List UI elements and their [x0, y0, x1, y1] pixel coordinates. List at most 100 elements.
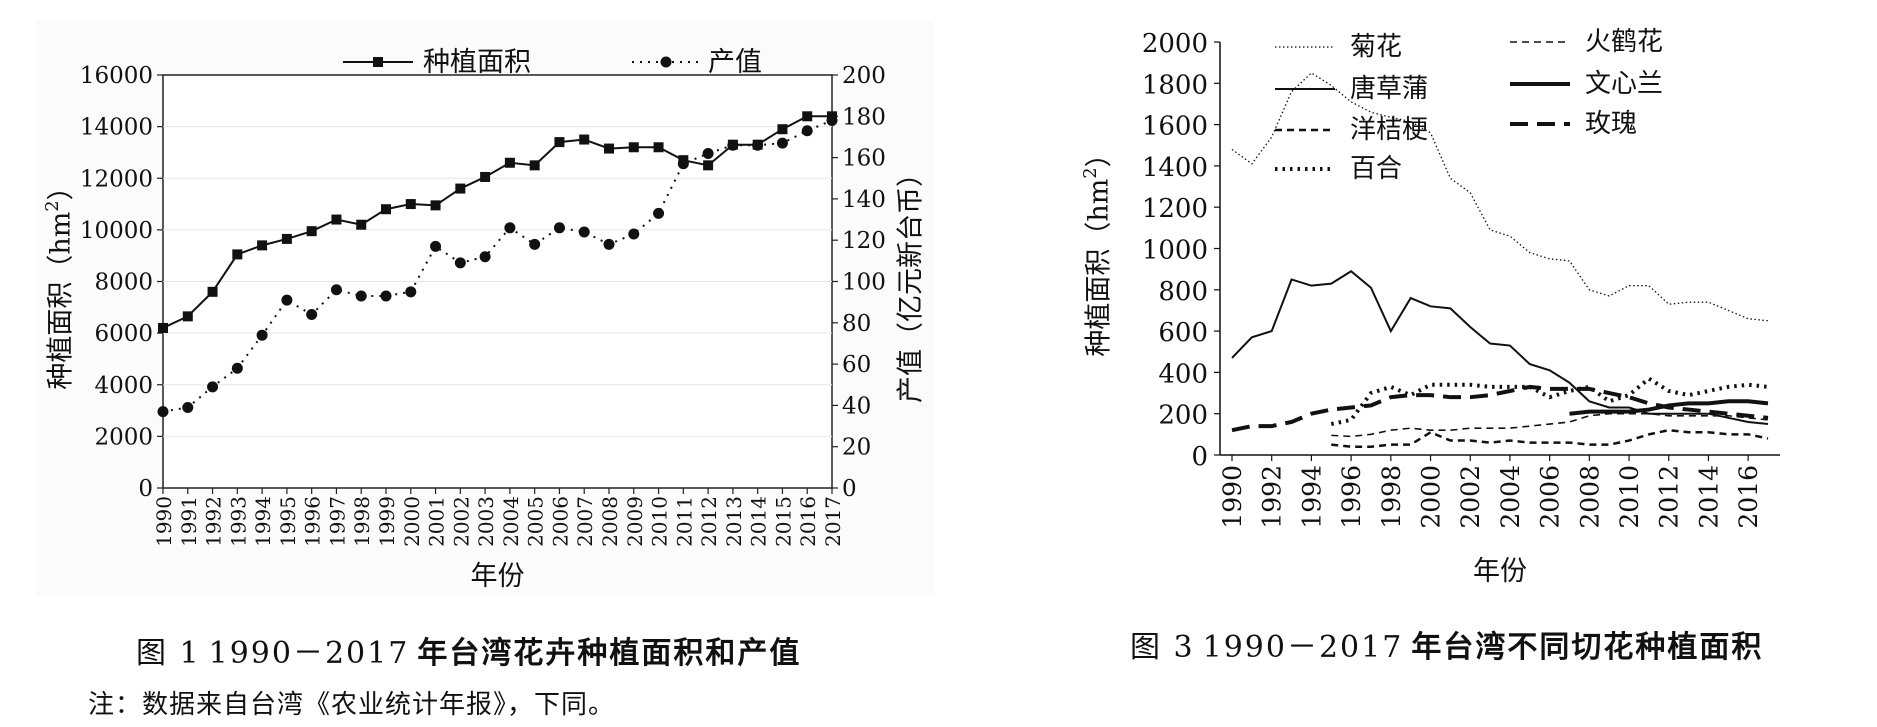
- x-tick-label: 2012: [697, 496, 721, 547]
- x-tick-label: 2002: [1456, 465, 1485, 529]
- data-point-area: [405, 199, 416, 210]
- series-line-area: [162, 115, 832, 329]
- x-tick-label: 2004: [1496, 465, 1525, 529]
- y-tick-label: 1400: [1142, 153, 1208, 183]
- caption-years: 1990－2017: [1202, 630, 1404, 665]
- x-tick-label: 2002: [449, 496, 473, 547]
- y-tick-label: 1600: [1142, 112, 1208, 142]
- x-tick-label: 2011: [672, 496, 696, 547]
- x-tick-label: 2017: [821, 496, 845, 547]
- data-point-area: [331, 214, 342, 225]
- data-point-value: [628, 228, 640, 240]
- y-axis-label: 种植面积（hm2）: [1081, 140, 1115, 356]
- x-tick-label: 2014: [1694, 465, 1723, 529]
- y-tick-label: 800: [1158, 277, 1208, 307]
- caption-label: 图 3: [1130, 630, 1195, 665]
- x-tick-label: 1999: [375, 496, 399, 547]
- figure-3-chart: 0 200 400 600 800 1000 1200 1400 1600 1800 2000 199…: [1030, 0, 1877, 620]
- legend-label: 洋桔梗: [1350, 115, 1428, 145]
- legend-label-area: 种植面积: [423, 47, 531, 78]
- x-tick-label: 2014: [747, 496, 771, 547]
- data-point-area: [306, 226, 317, 237]
- x-tick-label: 2016: [796, 496, 820, 547]
- y-tick-label: 1200: [1142, 194, 1208, 224]
- data-point-value: [380, 290, 392, 302]
- y-tick-label: 2000: [94, 424, 153, 450]
- x-tick-label: 1994: [1297, 465, 1326, 529]
- y-tick-label: 1800: [1142, 70, 1208, 100]
- legend-marker-value: [660, 56, 672, 68]
- x-tick-label: 1995: [276, 496, 300, 547]
- y-tick-label: 16000: [80, 63, 153, 89]
- y-tick-label: 1000: [1142, 236, 1208, 266]
- x-tick-label: 2013: [722, 496, 746, 547]
- data-point-area: [455, 183, 466, 194]
- data-point-value: [157, 406, 169, 418]
- legend-label: 文心兰: [1585, 69, 1663, 99]
- y2-tick-label: 20: [842, 435, 871, 461]
- legend-label: 菊花: [1350, 32, 1402, 62]
- y2-tick-label: 80: [842, 311, 871, 337]
- x-tick-label: 1990: [1218, 465, 1247, 529]
- x-tick-label: 2010: [648, 496, 672, 547]
- x-tick-label: 2006: [548, 496, 572, 547]
- data-point-value: [677, 158, 689, 170]
- data-point-area: [554, 137, 565, 148]
- data-point-value: [430, 240, 442, 252]
- data-point-value: [702, 147, 714, 159]
- data-point-area: [653, 142, 664, 153]
- data-point-value: [826, 114, 838, 126]
- x-tick-label: 1996: [301, 496, 325, 547]
- y2-tick-label: 0: [842, 476, 857, 502]
- data-point-area: [703, 160, 714, 171]
- y2-axis-label: 产值（亿元新台币）: [896, 160, 927, 403]
- y-tick-label: 4000: [94, 373, 153, 399]
- x-tick-label: 1993: [226, 496, 250, 547]
- data-point-value: [553, 222, 565, 234]
- data-point-area: [604, 143, 614, 154]
- data-point-value: [578, 226, 590, 238]
- data-point-area: [207, 286, 218, 297]
- data-point-value: [355, 290, 367, 302]
- data-point-area: [777, 124, 788, 135]
- data-point-value: [207, 381, 219, 393]
- data-point-area: [529, 160, 540, 171]
- x-tick-label: 2009: [623, 496, 647, 547]
- series-line-洋桔梗: [1331, 428, 1769, 448]
- y-tick-label: 200: [1158, 401, 1208, 431]
- y-tick-label: 10000: [80, 218, 153, 244]
- data-point-value: [653, 207, 665, 219]
- data-point-value: [405, 286, 417, 298]
- series-line-菊花: [1231, 72, 1769, 322]
- data-point-area: [381, 204, 391, 215]
- caption-years: 1990－2017: [208, 636, 410, 671]
- series-line-文心兰: [1569, 399, 1769, 416]
- legend-label-value: 产值: [708, 47, 762, 78]
- chart-1-svg: 0200040006000800010000120001400016000020…: [36, 20, 933, 595]
- y-tick-label: 6000: [94, 321, 153, 347]
- figure-1-chart: 0 2000 4000 6000 8000 10000 12000 14000 16000 0 20…: [0, 0, 940, 620]
- y2-tick-label: 40: [842, 393, 871, 419]
- data-point-area: [579, 134, 590, 145]
- x-tick-label: 2010: [1615, 465, 1644, 529]
- y2-tick-label: 120: [842, 228, 886, 254]
- data-point-area: [232, 249, 243, 260]
- x-tick-label: 2012: [1655, 465, 1684, 529]
- x-tick-label: 2015: [771, 496, 795, 547]
- data-point-area: [504, 157, 515, 168]
- data-point-value: [479, 251, 491, 263]
- legend-label: 火鹤花: [1585, 27, 1663, 57]
- x-tick-label: 2004: [499, 496, 523, 547]
- data-point-area: [802, 111, 813, 122]
- legend-label: 玫瑰: [1585, 109, 1637, 139]
- series-line-火鹤花: [1331, 412, 1769, 438]
- source-note: 注：数据来自台湾《农业统计年报》，下同。: [88, 690, 616, 720]
- x-tick-label: 2003: [474, 496, 498, 547]
- y-tick-label: 2000: [1142, 29, 1208, 59]
- y2-tick-label: 60: [842, 352, 871, 378]
- x-tick-label: 2000: [400, 496, 424, 547]
- y-tick-label: 600: [1158, 318, 1208, 348]
- data-point-value: [504, 222, 516, 234]
- data-point-area: [356, 219, 367, 230]
- series-line-玫瑰: [1231, 384, 1769, 433]
